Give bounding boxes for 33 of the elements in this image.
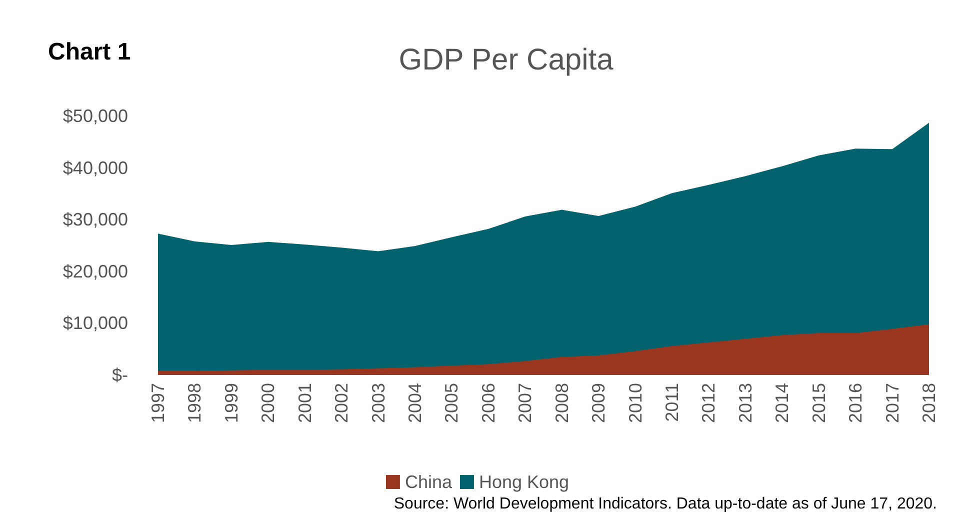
x-tick-label: 2014 (772, 383, 792, 424)
x-tick-label: 2005 (442, 383, 462, 424)
x-tick-label: 2012 (698, 383, 719, 424)
legend-label: China (404, 472, 453, 492)
y-tick-label: $30,000 (62, 210, 128, 230)
legend-label: Hong Kong (478, 472, 570, 492)
x-tick-label: 2006 (478, 383, 498, 424)
x-tick-label: 2002 (332, 383, 352, 424)
x-tick-label: 2013 (735, 383, 756, 424)
x-tick-label: 2010 (625, 383, 646, 424)
y-tick-label: $50,000 (62, 106, 128, 126)
x-tick-label: 2018 (919, 383, 939, 424)
source-note: Source: World Development Indicators. Data up-to-date as of June 17, 2020. (394, 496, 937, 512)
x-tick-label: 1998 (184, 383, 205, 424)
y-tick-label: $10,000 (62, 313, 128, 334)
y-tick-label: $20,000 (62, 261, 128, 282)
x-tick-label: 1997 (148, 383, 168, 424)
x-tick-label: 2000 (258, 383, 278, 424)
x-tick-label: 2003 (368, 383, 388, 424)
x-tick-label: 1999 (221, 383, 242, 424)
x-tick-label: 2007 (515, 383, 536, 424)
x-tick-label: 2001 (294, 383, 315, 424)
x-tick-label: 2009 (588, 383, 609, 424)
y-tick-label: $40,000 (62, 158, 128, 178)
x-tick-label: 2016 (846, 383, 866, 424)
chart-title: GDP Per Capita (398, 44, 614, 76)
x-tick-label: 2015 (808, 383, 829, 424)
x-tick-label: 2004 (405, 383, 425, 424)
x-tick-label: 2008 (552, 383, 572, 424)
caption: Chart 1 (48, 38, 131, 66)
y-tick-label: $- (112, 365, 128, 385)
x-tick-label: 2011 (662, 383, 682, 422)
x-tick-label: 2017 (882, 383, 902, 424)
